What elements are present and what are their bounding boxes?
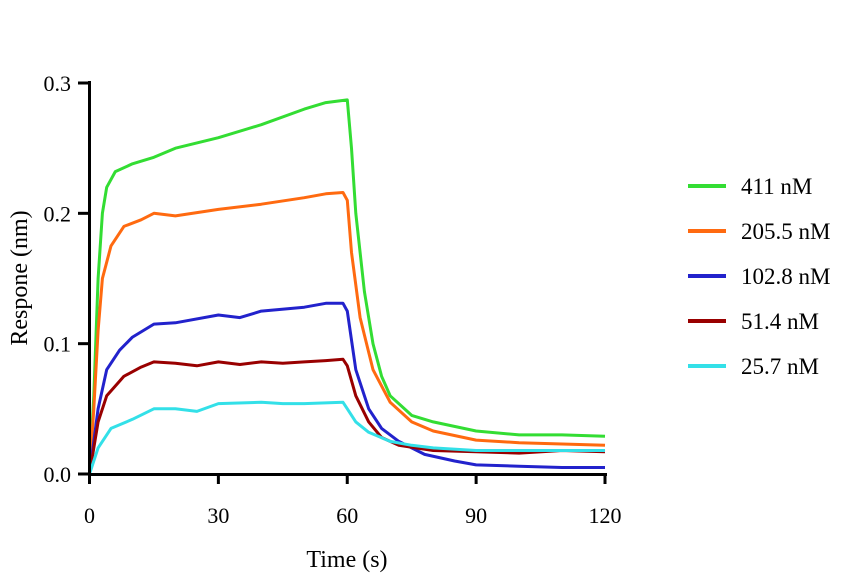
series-line-102-8-nM bbox=[88, 301, 605, 475]
y-tick-label: 0.0 bbox=[44, 462, 72, 487]
legend-item: 411 nM bbox=[688, 174, 812, 199]
series-line-51-4-nM bbox=[88, 357, 606, 475]
series-layer bbox=[88, 98, 606, 475]
legend-label: 205.5 nM bbox=[741, 219, 830, 244]
legend-item: 205.5 nM bbox=[688, 219, 830, 244]
x-axis-label: Time (s) bbox=[306, 547, 387, 573]
legend-item: 51.4 nM bbox=[688, 309, 819, 334]
legend-item: 25.7 nM bbox=[688, 354, 819, 379]
legend: 411 nM 205.5 nM 102.8 nM 51.4 nM 25.7 nM bbox=[688, 174, 830, 379]
x-tick-label: 0 bbox=[84, 503, 95, 528]
legend-item: 102.8 nM bbox=[688, 264, 830, 289]
ticks: 0 30 60 90 120 0.0 0.1 0.2 0.3 bbox=[44, 71, 622, 528]
x-tick-label: 60 bbox=[336, 503, 358, 528]
series-line-411-nM bbox=[88, 98, 606, 475]
y-tick-label: 0.2 bbox=[44, 201, 72, 226]
series-line-25-7-nM bbox=[88, 400, 605, 475]
x-tick-label: 120 bbox=[589, 503, 622, 528]
legend-label: 411 nM bbox=[741, 174, 812, 199]
legend-label: 102.8 nM bbox=[741, 264, 830, 289]
y-axis-label: Respone (nm) bbox=[7, 210, 33, 345]
y-tick-label: 0.3 bbox=[44, 71, 72, 96]
legend-label: 25.7 nM bbox=[741, 354, 819, 379]
x-tick-label: 30 bbox=[207, 503, 229, 528]
y-tick-label: 0.1 bbox=[44, 332, 72, 357]
axes bbox=[88, 81, 607, 476]
series-line-205-5-nM bbox=[88, 191, 606, 475]
x-tick-label: 90 bbox=[465, 503, 487, 528]
legend-label: 51.4 nM bbox=[741, 309, 819, 334]
